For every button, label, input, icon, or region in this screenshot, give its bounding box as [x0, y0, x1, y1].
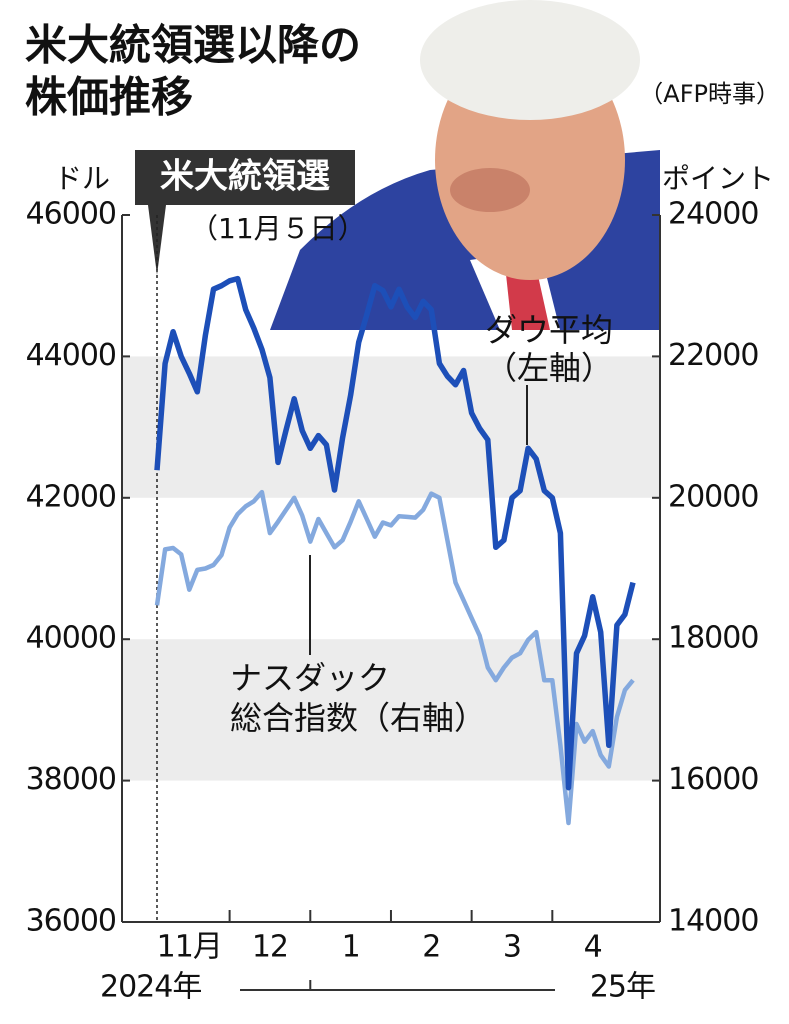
- shaded-band: [122, 356, 660, 498]
- x-tick-label: 4: [584, 930, 602, 965]
- y2-tick-label: 22000: [668, 338, 758, 373]
- series-line: [154, 275, 636, 791]
- x-tick-label: 1: [342, 930, 360, 965]
- year-label: 25年: [590, 970, 655, 1005]
- election-box: [135, 150, 355, 205]
- x-tick-label: 3: [503, 930, 521, 965]
- year-label: 2024年: [100, 970, 201, 1005]
- y-tick-label: 42000: [26, 479, 116, 514]
- y2-tick-label: 18000: [668, 621, 758, 656]
- y2-tick-label: 16000: [668, 762, 758, 797]
- y-tick-label: 40000: [26, 621, 116, 656]
- y2-tick-label: 24000: [668, 197, 758, 232]
- x-tick-label: 12: [252, 930, 288, 965]
- y-tick-label: 38000: [26, 762, 116, 797]
- title: 株価推移: [25, 73, 193, 122]
- series-label: ナスダック: [230, 659, 390, 697]
- series-label: 総合指数（右軸）: [230, 699, 486, 737]
- year-bracket: [240, 980, 555, 991]
- y-unit: ドル: [54, 162, 110, 195]
- election-label: 米大統領選: [160, 157, 330, 197]
- x-tick-label: 11月: [157, 930, 222, 965]
- y-tick-label: 36000: [26, 904, 116, 939]
- title: 米大統領選以降の: [25, 21, 361, 70]
- y2-unit: ポイント: [662, 162, 774, 195]
- series-line: [154, 489, 635, 826]
- series-label: （左軸）: [485, 349, 613, 387]
- y2-tick-label: 14000: [668, 904, 758, 939]
- series-label: ダウ平均: [485, 311, 613, 349]
- y2-tick-label: 20000: [668, 479, 758, 514]
- y-tick-label: 46000: [26, 197, 116, 232]
- source: （AFP時事）: [639, 80, 780, 108]
- x-tick-label: 2: [422, 930, 440, 965]
- election-date: （11月５日）: [190, 212, 366, 245]
- photo: [270, 0, 660, 330]
- y-tick-label: 44000: [26, 338, 116, 373]
